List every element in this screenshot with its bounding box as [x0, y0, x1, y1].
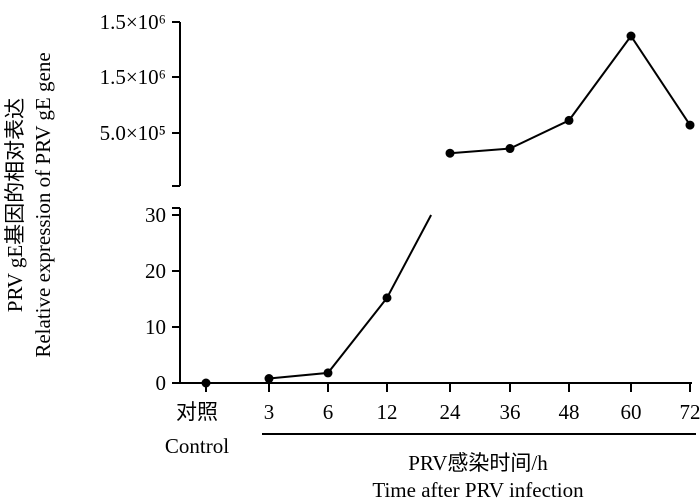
x-tick-label: 24 [440, 400, 462, 424]
x-tick-label: 3 [264, 400, 275, 424]
data-point [264, 374, 274, 384]
x-tick-label: 60 [621, 400, 642, 424]
x-tick-label: 对照 [176, 400, 218, 424]
series-line-lower [268, 214, 432, 380]
x-axis-title-en: Time after PRV infection [372, 478, 584, 502]
y-axis-title-en: Relative expression of PRV gE gene [31, 52, 55, 357]
y-tick-label: 0 [156, 371, 167, 395]
data-point [564, 115, 574, 125]
y-tick-label: 1.5×10⁶ [100, 65, 166, 89]
y-axis [172, 22, 181, 383]
series-line-upper [449, 34, 691, 155]
y-tick-label: 10 [145, 315, 166, 339]
x-ticks: 对照 3 6 12 24 36 48 60 72 [176, 383, 700, 424]
x-tick-label: 12 [377, 400, 398, 424]
y-tick-label: 30 [145, 203, 166, 227]
y-tick-label: 5.0×10⁵ [100, 121, 166, 145]
data-point [201, 378, 211, 388]
data-point [685, 120, 695, 130]
x-tick-label: 6 [323, 400, 334, 424]
data-point [626, 31, 636, 41]
data-point [445, 148, 455, 158]
x-tick-label: 36 [500, 400, 521, 424]
y-tick-label: 1.5×10⁶ [100, 10, 166, 34]
x-tick-label: 48 [559, 400, 580, 424]
data-point [505, 144, 515, 154]
y-axis-title: PRV gE基因的相对表达 Relative expression of PRV… [3, 52, 55, 357]
data-point [323, 368, 333, 378]
series [201, 31, 695, 388]
x-axis-category-sublabel: Control [165, 434, 229, 458]
x-axis-title-cn: PRV感染时间/h [408, 451, 548, 475]
x-tick-label: 72 [680, 400, 700, 424]
y-axis-title-cn: PRV gE基因的相对表达 [3, 98, 27, 312]
y-tick-label: 20 [145, 259, 166, 283]
data-point [382, 293, 392, 303]
y-ticks: 0 10 20 30 5.0×10⁵ 1.5×10⁶ 1.5×10⁶ [100, 10, 180, 395]
